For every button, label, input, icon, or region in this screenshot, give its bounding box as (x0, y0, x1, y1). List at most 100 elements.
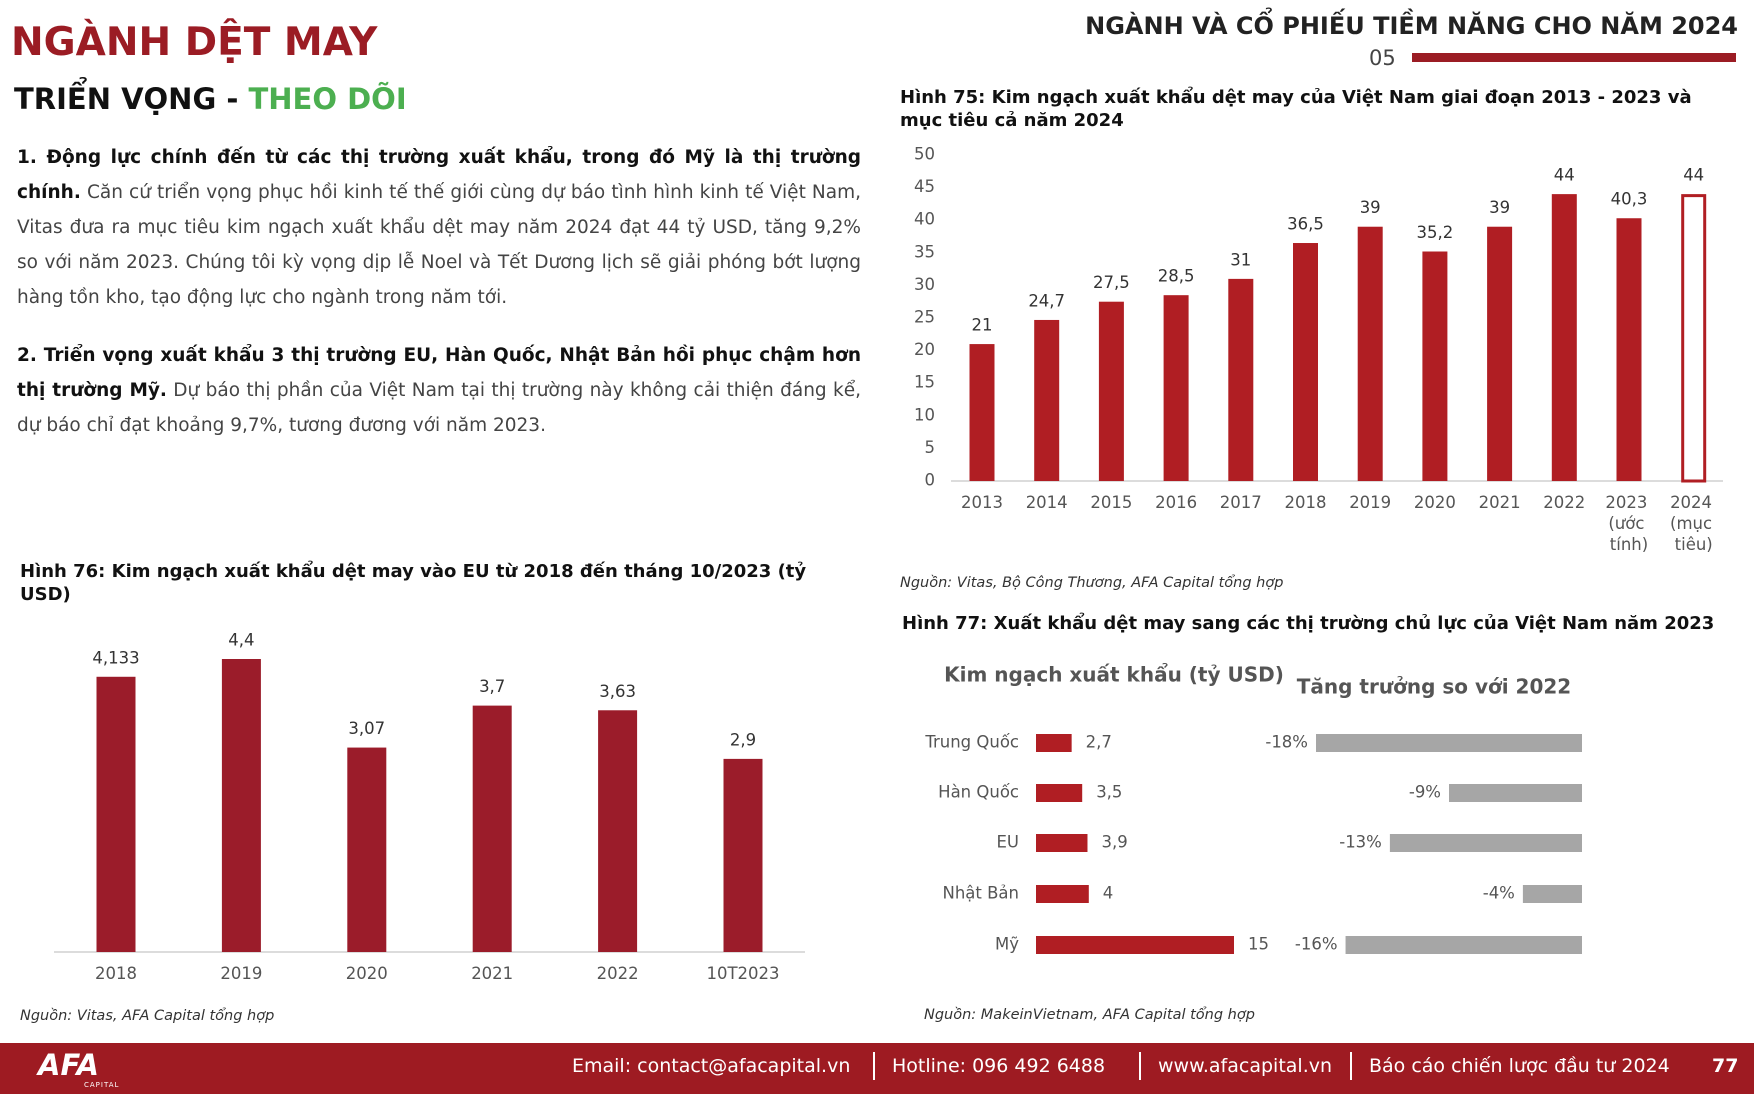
value-label: 39 (1360, 198, 1381, 217)
value-label: 3,5 (1096, 783, 1122, 802)
x-tick-label: 2018 (95, 964, 137, 983)
y-tick-label: 0 (925, 471, 936, 490)
y-tick-label: 50 (914, 145, 935, 164)
footer-hotline: Hotline: 096 492 6488 (892, 1055, 1106, 1077)
x-tick-label: 2019 (220, 964, 262, 983)
value-label: 3,7 (479, 677, 505, 696)
x-tick-label: 2018 (1285, 493, 1327, 512)
x-tick-label: 2014 (1026, 493, 1068, 512)
value-label: 24,7 (1028, 291, 1065, 310)
x-tick-label: 2020 (346, 964, 388, 983)
x-tick-label: 2021 (471, 964, 513, 983)
bar (723, 758, 763, 952)
chart-source: Nguồn: Vitas, AFA Capital tổng hợp (20, 1008, 275, 1024)
category-label: Nhật Bản (942, 884, 1019, 903)
value-label: 2,7 (1086, 733, 1112, 752)
bar (1098, 301, 1124, 481)
y-tick-label: 40 (914, 210, 935, 229)
x-tick-label: 10T2023 (706, 964, 779, 983)
category-label: Mỹ (995, 935, 1019, 954)
value-label: 35,2 (1417, 223, 1454, 242)
value-label: 15 (1248, 935, 1269, 954)
subtitle: TRIỂN VỌNG - THEO DÕI (14, 82, 407, 116)
value-label: -4% (1483, 884, 1515, 903)
category-label: EU (996, 833, 1019, 852)
panel-title: Kim ngạch xuất khẩu (tỷ USD) (944, 663, 1284, 687)
chart-title: Hình 75: Kim ngạch xuất khẩu dệt may của… (900, 87, 1692, 131)
charts: 0 5 10 15 20 25 30 35 40 45 50 21 2013 24,7 2014 27,5 20… (54, 145, 1723, 983)
x-tick-label: 2022 (1543, 493, 1585, 512)
bar (1034, 319, 1060, 481)
x-tick-label: 2024 (mục tiêu) (1670, 493, 1717, 554)
separator (1139, 1052, 1141, 1080)
value-label: 4,133 (92, 648, 139, 667)
header-bar (1412, 53, 1736, 62)
status: THEO DÕI (248, 82, 407, 116)
value-label: -18% (1265, 733, 1308, 752)
footer-website: www.afacapital.vn (1158, 1055, 1333, 1077)
value-label: 21 (972, 316, 993, 335)
value-label: -13% (1339, 833, 1382, 852)
footer-report: Báo cáo chiến lược đầu tư 2024 (1369, 1055, 1670, 1077)
paragraph-text: Căn cứ triển vọng phục hồi kinh tế thế g… (17, 182, 861, 308)
category-label: Hàn Quốc (938, 783, 1019, 802)
value-label: 27,5 (1093, 273, 1130, 292)
logo: AFA (38, 1048, 99, 1082)
bar (1357, 226, 1383, 481)
page-number: 77 (1712, 1055, 1739, 1077)
chart-source: Nguồn: Vitas, Bộ Công Thương, AFA Capita… (900, 575, 1284, 591)
y-tick-label: 15 (914, 373, 935, 392)
bar (1228, 278, 1254, 481)
footer-email: Email: contact@afacapital.vn (572, 1055, 851, 1077)
value-label: 44 (1683, 166, 1704, 185)
bar (1163, 295, 1189, 481)
bar (1036, 885, 1089, 903)
bar (1036, 834, 1088, 852)
y-tick-label: 35 (914, 242, 935, 261)
value-label: 39 (1489, 198, 1510, 217)
x-tick-label: 2013 (961, 493, 1003, 512)
chart-title: Hình 76: Kim ngạch xuất khẩu dệt may vào… (20, 561, 807, 605)
bar (1036, 734, 1072, 752)
bar (1316, 734, 1582, 752)
subtitle-prefix: TRIỂN VỌNG - (14, 82, 249, 116)
bar (1551, 194, 1577, 481)
bar (96, 676, 136, 952)
section-number: 05 (1369, 46, 1396, 70)
chart-title: Hình 77: Xuất khẩu dệt may sang các thị … (902, 613, 1715, 634)
value-label: 3,07 (348, 719, 385, 738)
value-label: 28,5 (1158, 267, 1195, 286)
value-label: -9% (1409, 783, 1441, 802)
category-label: Trung Quốc (924, 733, 1019, 752)
value-label: -16% (1295, 935, 1338, 954)
bar (1389, 834, 1582, 852)
value-label: 2,9 (730, 730, 756, 749)
x-tick-label: 2015 (1090, 493, 1132, 512)
bar (1616, 218, 1642, 481)
bar (1345, 936, 1582, 954)
y-tick-label: 20 (914, 340, 935, 359)
y-tick-label: 30 (914, 275, 935, 294)
x-tick-label: 2023 (ước tính) (1605, 493, 1652, 554)
paragraph-text: Dự báo thị phần của Việt Nam tại thị trư… (17, 380, 861, 436)
y-tick-label: 25 (914, 308, 935, 327)
x-tick-label: 2019 (1349, 493, 1391, 512)
bar (347, 747, 387, 952)
value-label: 4 (1103, 884, 1114, 903)
bar (1293, 243, 1318, 481)
paragraph-lead: 1. Động lực chính đến từ các thị trường … (17, 147, 861, 203)
bar (969, 344, 995, 481)
paragraph: 1. Động lực chính đến từ các thị trường … (17, 140, 861, 315)
value-label: 31 (1230, 250, 1251, 269)
y-tick-label: 5 (925, 438, 936, 457)
value-label: 44 (1554, 166, 1575, 185)
x-tick-label: 2016 (1155, 493, 1197, 512)
report-title: NGÀNH VÀ CỔ PHIẾU TIỀM NĂNG CHO NĂM 2024 (1085, 12, 1738, 40)
bar (1422, 251, 1448, 481)
x-tick-label: 2017 (1220, 493, 1262, 512)
value-label: 3,63 (599, 682, 636, 701)
logo-sub: CAPITAL (84, 1081, 120, 1089)
panel-title: Tăng trưởng so với 2022 (1297, 675, 1571, 699)
value-label: 40,3 (1611, 190, 1648, 209)
